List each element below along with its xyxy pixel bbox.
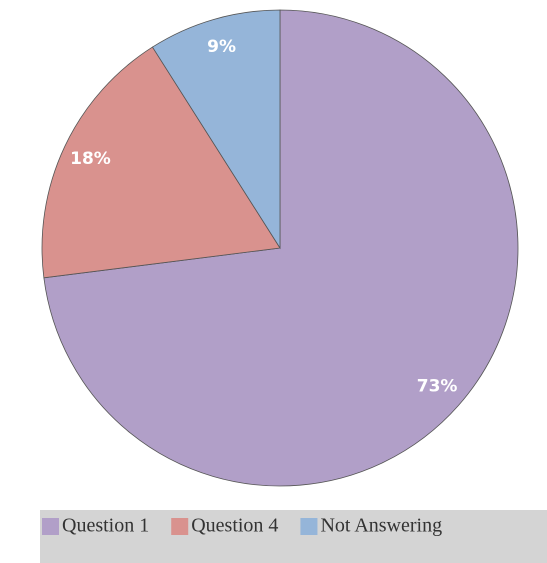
data-label: 9% (207, 37, 236, 57)
legend-label: Not Answering (320, 515, 442, 537)
pie-slice (43, 9, 519, 487)
pie-slice (41, 46, 281, 279)
pie-slice (151, 9, 281, 250)
legend-swatch (42, 518, 59, 535)
legend-box (40, 510, 547, 563)
data-label: 18% (70, 149, 111, 169)
legend-swatch (171, 518, 189, 535)
legend-label: Question 4 (191, 515, 278, 537)
data-label: 73% (417, 377, 458, 397)
legend-label: Question 1 (62, 515, 149, 537)
legend-swatch (300, 518, 318, 535)
